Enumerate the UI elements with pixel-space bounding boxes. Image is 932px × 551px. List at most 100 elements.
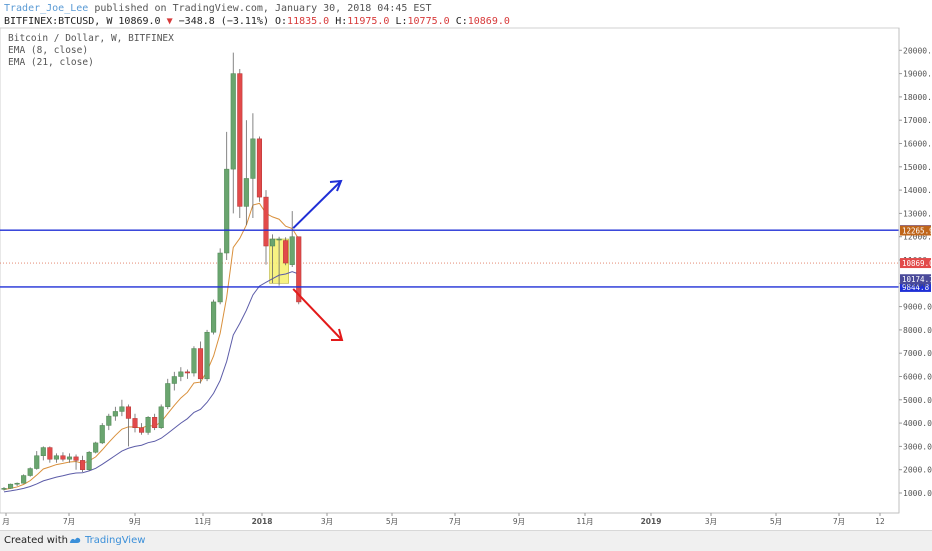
candle[interactable] xyxy=(296,236,302,305)
candle[interactable] xyxy=(230,52,236,214)
candle[interactable] xyxy=(1,486,7,491)
candle[interactable] xyxy=(217,248,223,305)
y-tick-label: 18000.0 xyxy=(903,93,932,102)
candle[interactable] xyxy=(93,441,99,454)
candle[interactable] xyxy=(132,413,138,433)
tradingview-logo-icon[interactable] xyxy=(68,534,82,549)
y-tick-label: 13000.0 xyxy=(903,209,932,218)
candle[interactable] xyxy=(276,236,282,286)
time-axis[interactable]: 月 7月 9月 11月 2018 3月 5月 7月 9月 11月 2019 3月 5月 7月 12 xyxy=(0,512,899,526)
candle[interactable] xyxy=(224,131,230,260)
horizontal-levels[interactable]: 12279.99844.8 xyxy=(0,225,932,292)
candle-body-up xyxy=(250,138,256,179)
candle[interactable] xyxy=(197,341,204,384)
candle-body-down xyxy=(197,348,204,380)
candle[interactable] xyxy=(158,404,164,429)
candle[interactable] xyxy=(119,399,125,417)
candle[interactable] xyxy=(256,136,262,202)
x-tick-label: 5月 xyxy=(770,517,782,526)
candle[interactable] xyxy=(80,455,86,473)
author-link[interactable]: Trader_Joe_Lee xyxy=(4,3,89,14)
candle-body-up xyxy=(93,442,99,453)
candle[interactable] xyxy=(243,120,249,226)
legend-title[interactable]: Bitcoin / Dollar, W, BITFINEX xyxy=(8,33,174,44)
candle[interactable] xyxy=(60,452,66,462)
candle[interactable] xyxy=(283,237,289,266)
candle[interactable] xyxy=(106,413,112,431)
ema-fast-line xyxy=(3,202,300,490)
candle-body-down xyxy=(296,236,302,303)
candle[interactable] xyxy=(125,404,132,447)
candle-body-down xyxy=(132,418,138,429)
legend-ema-fast[interactable]: EMA (8, close) xyxy=(8,45,89,56)
projection-arrows xyxy=(292,179,344,341)
candle[interactable] xyxy=(204,329,210,382)
ema-lines xyxy=(3,202,300,493)
arrow-down-line xyxy=(292,288,343,341)
chart-legend: Bitcoin / Dollar, W, BITFINEX EMA (8, cl… xyxy=(8,33,174,69)
candle-body-down xyxy=(152,417,158,429)
candle-body-down xyxy=(47,447,53,460)
y-tick-label: 19000.0 xyxy=(903,70,932,79)
candle-body-up xyxy=(211,301,217,333)
level-label-box xyxy=(900,281,931,292)
candle[interactable] xyxy=(263,190,269,265)
candle[interactable] xyxy=(152,413,158,431)
arrow-down-head xyxy=(331,328,344,341)
candle[interactable] xyxy=(99,423,105,445)
candle-body-up xyxy=(289,236,295,265)
candle-body-up xyxy=(66,456,73,460)
y-tick-label: 14000.0 xyxy=(903,186,932,195)
candle[interactable] xyxy=(53,453,59,463)
candle-body-up xyxy=(191,348,197,374)
candle[interactable] xyxy=(211,299,217,335)
candle[interactable] xyxy=(237,68,243,219)
publish-header: Trader_Joe_Lee published on TradingView.… xyxy=(4,2,924,16)
x-tick-label: 9月 xyxy=(513,517,525,526)
candle[interactable] xyxy=(14,482,20,487)
x-tick-label: 2018 xyxy=(252,517,273,526)
price-mark-box xyxy=(900,225,931,236)
candle-body-down xyxy=(263,196,269,247)
candle[interactable] xyxy=(139,423,145,435)
candle[interactable] xyxy=(34,451,40,470)
candle-body-up xyxy=(158,406,164,429)
candle[interactable] xyxy=(184,369,190,379)
candle-body-up xyxy=(86,451,92,470)
candle[interactable] xyxy=(47,446,53,463)
candle[interactable] xyxy=(86,451,92,471)
candle[interactable] xyxy=(112,406,118,421)
candle[interactable] xyxy=(171,371,177,391)
candle-body-up xyxy=(14,482,20,485)
price-chart[interactable]: 12279.99844.8 1000.0 2000.0 3000.0 4000.0 50… xyxy=(0,0,932,530)
candle[interactable] xyxy=(73,454,79,470)
price-mark-label: 12265.9 xyxy=(902,227,932,236)
candle[interactable] xyxy=(21,474,27,484)
candle[interactable] xyxy=(66,453,73,463)
candle[interactable] xyxy=(165,378,171,410)
candle[interactable] xyxy=(27,467,33,477)
legend-ema-slow[interactable]: EMA (21, close) xyxy=(8,57,94,68)
y-tick-label: 6000.0 xyxy=(903,373,932,382)
x-tick-label: 7月 xyxy=(449,517,461,526)
candle[interactable] xyxy=(289,211,295,267)
tradingview-brand-link[interactable]: TradingView xyxy=(85,535,146,546)
symbol-label[interactable]: BITFINEX:BTCUSD, W xyxy=(4,16,113,27)
candle[interactable] xyxy=(270,234,276,284)
candle-body-up xyxy=(204,331,210,380)
candle[interactable] xyxy=(178,367,184,382)
candle[interactable] xyxy=(250,113,256,219)
price-axis[interactable]: 1000.0 2000.0 3000.0 4000.0 5000.0 6000.0 7000… xyxy=(898,28,932,513)
candle[interactable] xyxy=(40,446,46,461)
x-tick-label: 月 xyxy=(2,517,10,526)
candle[interactable] xyxy=(145,416,151,435)
candle[interactable] xyxy=(191,346,197,377)
candle-body-up xyxy=(276,238,282,241)
candle[interactable] xyxy=(8,483,14,489)
price-mark-box xyxy=(900,274,931,285)
close-label: C: xyxy=(455,16,468,27)
candle-body-down xyxy=(73,456,79,461)
level-label: 9844.8 xyxy=(902,283,930,292)
candle-body-up xyxy=(27,468,33,476)
y-tick-label: 12000.0 xyxy=(903,233,932,242)
